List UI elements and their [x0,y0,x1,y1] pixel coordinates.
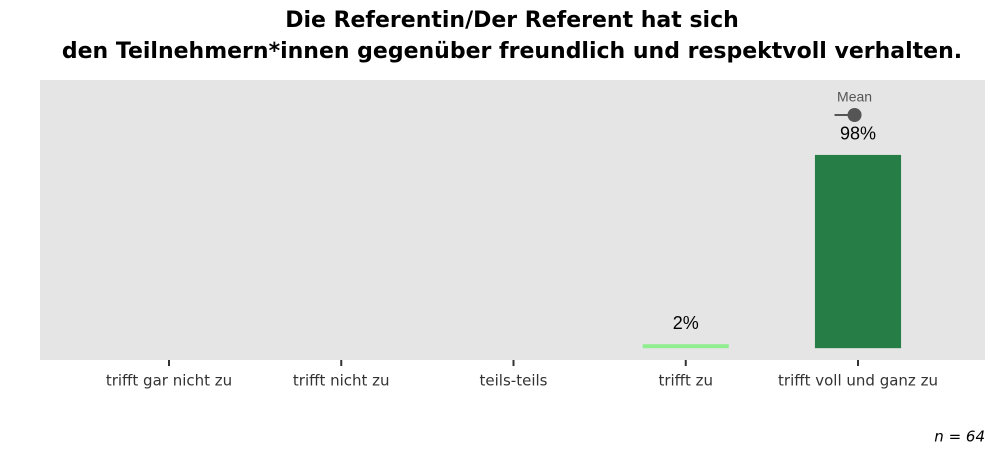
x-tick-label: trifft gar nicht zu [106,372,232,390]
chart-title: Die Referentin/Der Referent hat sich [285,8,739,33]
mean-marker [847,108,862,122]
x-tick-label: teils-teils [480,372,548,390]
bar [642,344,729,349]
value-label: 98% [840,124,876,144]
mean-label: Mean [837,89,872,105]
x-tick-label: trifft zu [658,372,713,390]
note: n = 64 [934,428,985,446]
value-label: 2% [673,313,699,333]
chart-title: den Teilnehmern*innen gegenüber freundli… [62,39,962,64]
bar [814,154,902,349]
x-tick-label: trifft nicht zu [293,372,390,390]
x-tick-label: trifft voll und ganz zu [778,372,938,390]
